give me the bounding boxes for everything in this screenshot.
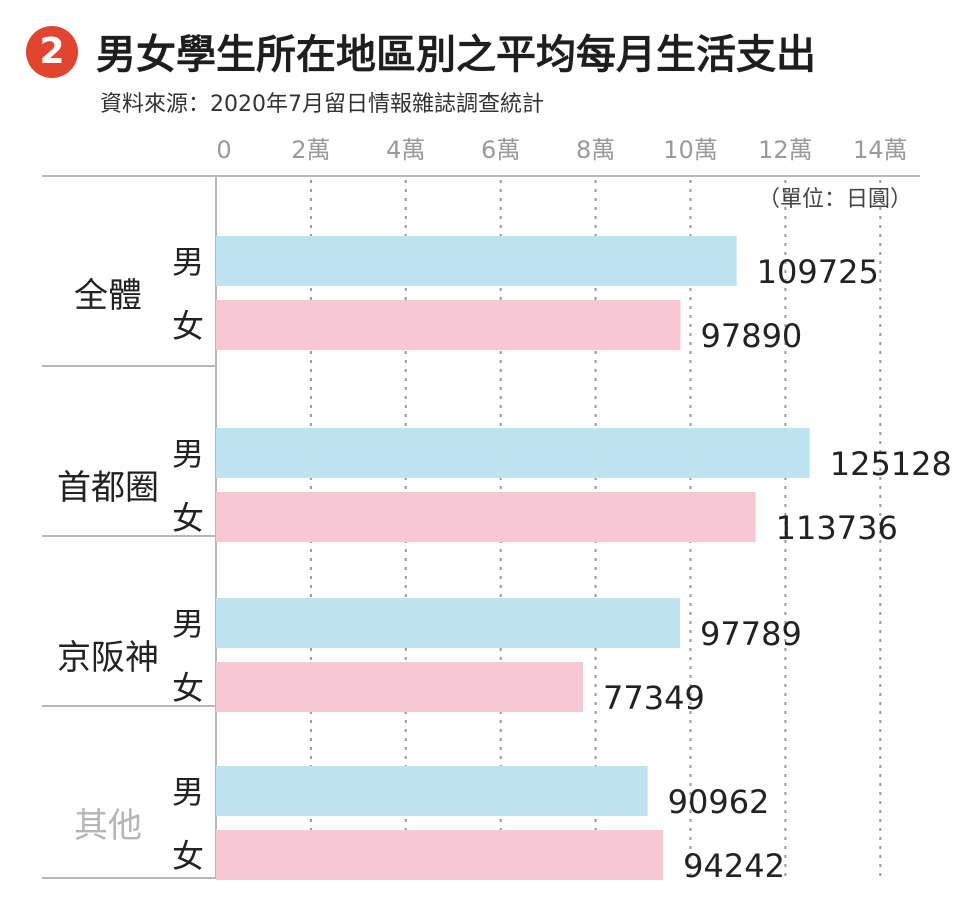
x-tick-label: 14萬 [853, 136, 908, 164]
male-bar [216, 766, 648, 816]
data-source-note: 資料來源：2020年7月留日情報雜誌調查統計 [100, 92, 544, 117]
male-bar [216, 598, 681, 648]
female-label: 女 [172, 669, 204, 707]
male-label: 男 [172, 243, 204, 281]
x-tick-label: 6萬 [481, 136, 520, 164]
female-bar [216, 662, 584, 712]
male-bar [216, 236, 737, 286]
group-label: 首都圈 [57, 468, 159, 508]
value-label: 109725 [757, 253, 879, 291]
x-tick-label: 8萬 [576, 136, 615, 164]
chart-title: 男女學生所在地區別之平均每月生活支出 [96, 32, 816, 78]
male-label: 男 [172, 435, 204, 473]
value-label: 77349 [603, 679, 705, 717]
value-label: 97890 [700, 317, 802, 355]
female-bar [216, 300, 681, 350]
x-tick-label: 4萬 [386, 136, 425, 164]
x-tick-label: 0 [216, 136, 231, 164]
group-label: 其他 [74, 806, 142, 846]
value-label: 125128 [830, 445, 952, 483]
value-label: 97789 [700, 615, 802, 653]
group-label: 全體 [74, 276, 142, 316]
value-label: 94242 [683, 847, 785, 885]
male-label: 男 [172, 605, 204, 643]
female-bar [216, 492, 756, 542]
male-bar [216, 428, 810, 478]
step-number-badge: 2 [26, 26, 78, 78]
female-label: 女 [172, 837, 204, 875]
value-label: 90962 [668, 783, 770, 821]
x-tick-label: 10萬 [663, 136, 718, 164]
x-tick-label: 12萬 [758, 136, 813, 164]
female-label: 女 [172, 499, 204, 537]
value-label: 113736 [776, 509, 898, 547]
male-label: 男 [172, 773, 204, 811]
x-tick-label: 2萬 [291, 136, 330, 164]
female-bar [216, 830, 664, 880]
female-label: 女 [172, 307, 204, 345]
group-label: 京阪神 [57, 638, 159, 678]
unit-label: （單位：日圓） [758, 187, 912, 212]
